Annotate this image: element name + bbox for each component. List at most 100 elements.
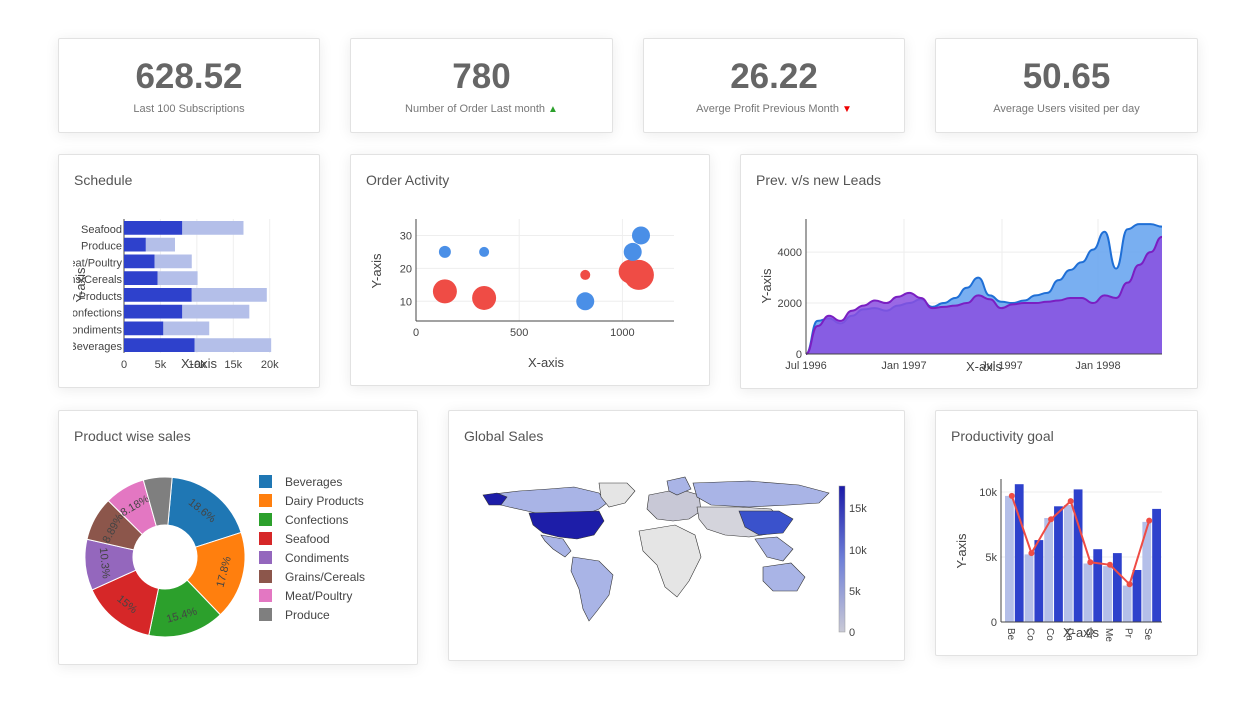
x-axis-title: X-axis — [528, 355, 565, 370]
colorbar-tick: 10k — [849, 545, 867, 557]
map-continents — [482, 476, 830, 622]
line-point — [1048, 516, 1055, 523]
pie-slice — [142, 476, 173, 527]
line-point — [1028, 550, 1035, 557]
leads-chart[interactable]: 0 2000 4000 Jul 1996 Jan 1997 Jul 1997 Jan 199… — [741, 155, 1197, 388]
card-title: Order Activity — [366, 172, 450, 188]
productivity-card: Productivity goal 0 5k 10k Be Co Co Da Gr Me Pr Se… — [935, 410, 1198, 656]
y-tick-label: Condiments — [63, 324, 122, 336]
y-axis-title: Y-axis — [759, 268, 774, 303]
world-map[interactable]: 15k 10k 5k 0 — [449, 411, 904, 660]
card-title: Prev. v/s new Leads — [756, 172, 882, 188]
bar — [1152, 508, 1161, 622]
y-tick-label: Seafood — [81, 224, 122, 236]
legend-label: Grains/Cereals — [285, 570, 366, 584]
legend-swatch — [259, 494, 272, 507]
pie-slice — [186, 531, 246, 616]
colorbar-tick: 5k — [849, 586, 861, 598]
bar — [182, 304, 250, 319]
kpi-value: 780 — [452, 57, 511, 96]
kpi-card-orders: 780 Number of Order Last month ▲ — [350, 38, 613, 133]
legend-label: Meat/Poultry — [285, 589, 353, 603]
productivity-chart[interactable]: 0 5k 10k Be Co Co Da Gr Me Pr Se X-axis Y-axis — [936, 411, 1197, 655]
kpi-card-profit: 26.22 Averge Profit Previous Month ▼ — [643, 38, 905, 133]
map-south-america — [570, 556, 614, 622]
bar — [124, 221, 183, 235]
x-tick-label: 1000 — [610, 327, 634, 339]
x-tick-label: 0 — [121, 359, 127, 371]
map-australia — [762, 562, 806, 592]
y-axis-title: Y-axis — [369, 253, 384, 288]
legend-swatch — [259, 551, 272, 564]
colorbar-tick: 15k — [849, 503, 867, 515]
x-tick-label: Be — [1005, 628, 1016, 641]
scatter-point — [472, 285, 497, 310]
schedule-chart[interactable]: 0 5k 10k 15k 20k Seafood Produce Meat/Poultry Gr… — [59, 155, 319, 387]
y-tick-label: Beverages — [69, 341, 122, 353]
kpi-value: 628.52 — [135, 57, 243, 96]
map-scandinavia — [666, 476, 692, 496]
x-tick-label: Jul 1997 — [981, 360, 1023, 372]
bar — [124, 288, 192, 302]
y-tick-label: 10k — [979, 487, 997, 499]
legend-swatch — [259, 589, 272, 602]
map-southeast-asia — [754, 536, 794, 562]
x-tick-label: Jul 1996 — [785, 360, 827, 372]
map-alaska — [482, 492, 508, 506]
legend-label: Condiments — [285, 551, 350, 565]
x-tick-label: Me — [1103, 628, 1114, 642]
bar — [194, 338, 272, 352]
order-activity-card: Order Activity 10 20 30 0 500 1000 X-axis Y-axi… — [350, 154, 710, 386]
map-china — [738, 510, 794, 536]
y-tick-label: Meat/Poultry — [60, 257, 122, 269]
y-tick-label: 30 — [400, 230, 412, 242]
scatter-point — [479, 246, 490, 257]
bar — [182, 221, 244, 235]
bar — [124, 304, 183, 319]
global-sales-card: Global Sales — [448, 410, 905, 661]
bar — [1054, 506, 1063, 622]
bar — [1103, 566, 1112, 622]
map-russia — [692, 480, 830, 508]
card-title: Global Sales — [464, 428, 544, 444]
area-series — [806, 236, 1162, 354]
y-axis-title: Y-axis — [73, 267, 88, 302]
x-tick-label: Pr — [1123, 628, 1134, 639]
kpi-value: 26.22 — [730, 57, 818, 96]
x-axis-title: X-axis — [181, 356, 218, 371]
bar — [1093, 549, 1103, 622]
bar — [191, 288, 267, 302]
y-axis-title: Y-axis — [954, 533, 969, 568]
line-point — [1146, 517, 1153, 524]
bar — [124, 338, 195, 352]
schedule-card: Schedule 0 5k 10k 15k 20k Seafood Produce Meat/… — [58, 154, 320, 388]
bar — [163, 321, 210, 336]
y-tick-label: 20 — [400, 263, 412, 275]
scatter-point — [623, 259, 654, 290]
y-tick-label: Dairy Products — [59, 291, 122, 303]
line-point — [1067, 498, 1074, 505]
x-tick-label: 20k — [261, 359, 279, 371]
x-tick-label: Co — [1044, 628, 1055, 641]
bar — [1132, 570, 1142, 622]
bar — [154, 254, 192, 269]
scatter-point — [438, 245, 451, 258]
order-activity-chart[interactable]: 10 20 30 0 500 1000 X-axis Y-axis — [351, 155, 709, 385]
kpi-label: Last 100 Subscriptions — [133, 103, 245, 115]
bar — [1014, 484, 1024, 622]
legend-swatch — [259, 475, 272, 488]
series-line — [1010, 495, 1151, 587]
kpi-card-users: 50.65 Average Users visited per day — [935, 38, 1198, 133]
kpi-label: Averge Profit Previous Month — [696, 103, 839, 115]
product-sales-donut[interactable]: 18.6%17.8%15.4%15%10.3%8.89%8.18% — [59, 411, 259, 651]
map-usa — [528, 510, 605, 540]
map-africa — [638, 524, 702, 598]
line-point — [1106, 561, 1113, 568]
bar — [1063, 505, 1073, 622]
card-title: Product wise sales — [74, 428, 191, 444]
y-tick-label: 4000 — [778, 247, 802, 259]
bar — [157, 271, 198, 285]
leads-card: Prev. v/s new Leads 0 2000 4000 Jul 1996 Jan… — [740, 154, 1198, 389]
y-tick-label: 5k — [985, 552, 997, 564]
scatter-point — [576, 292, 595, 311]
